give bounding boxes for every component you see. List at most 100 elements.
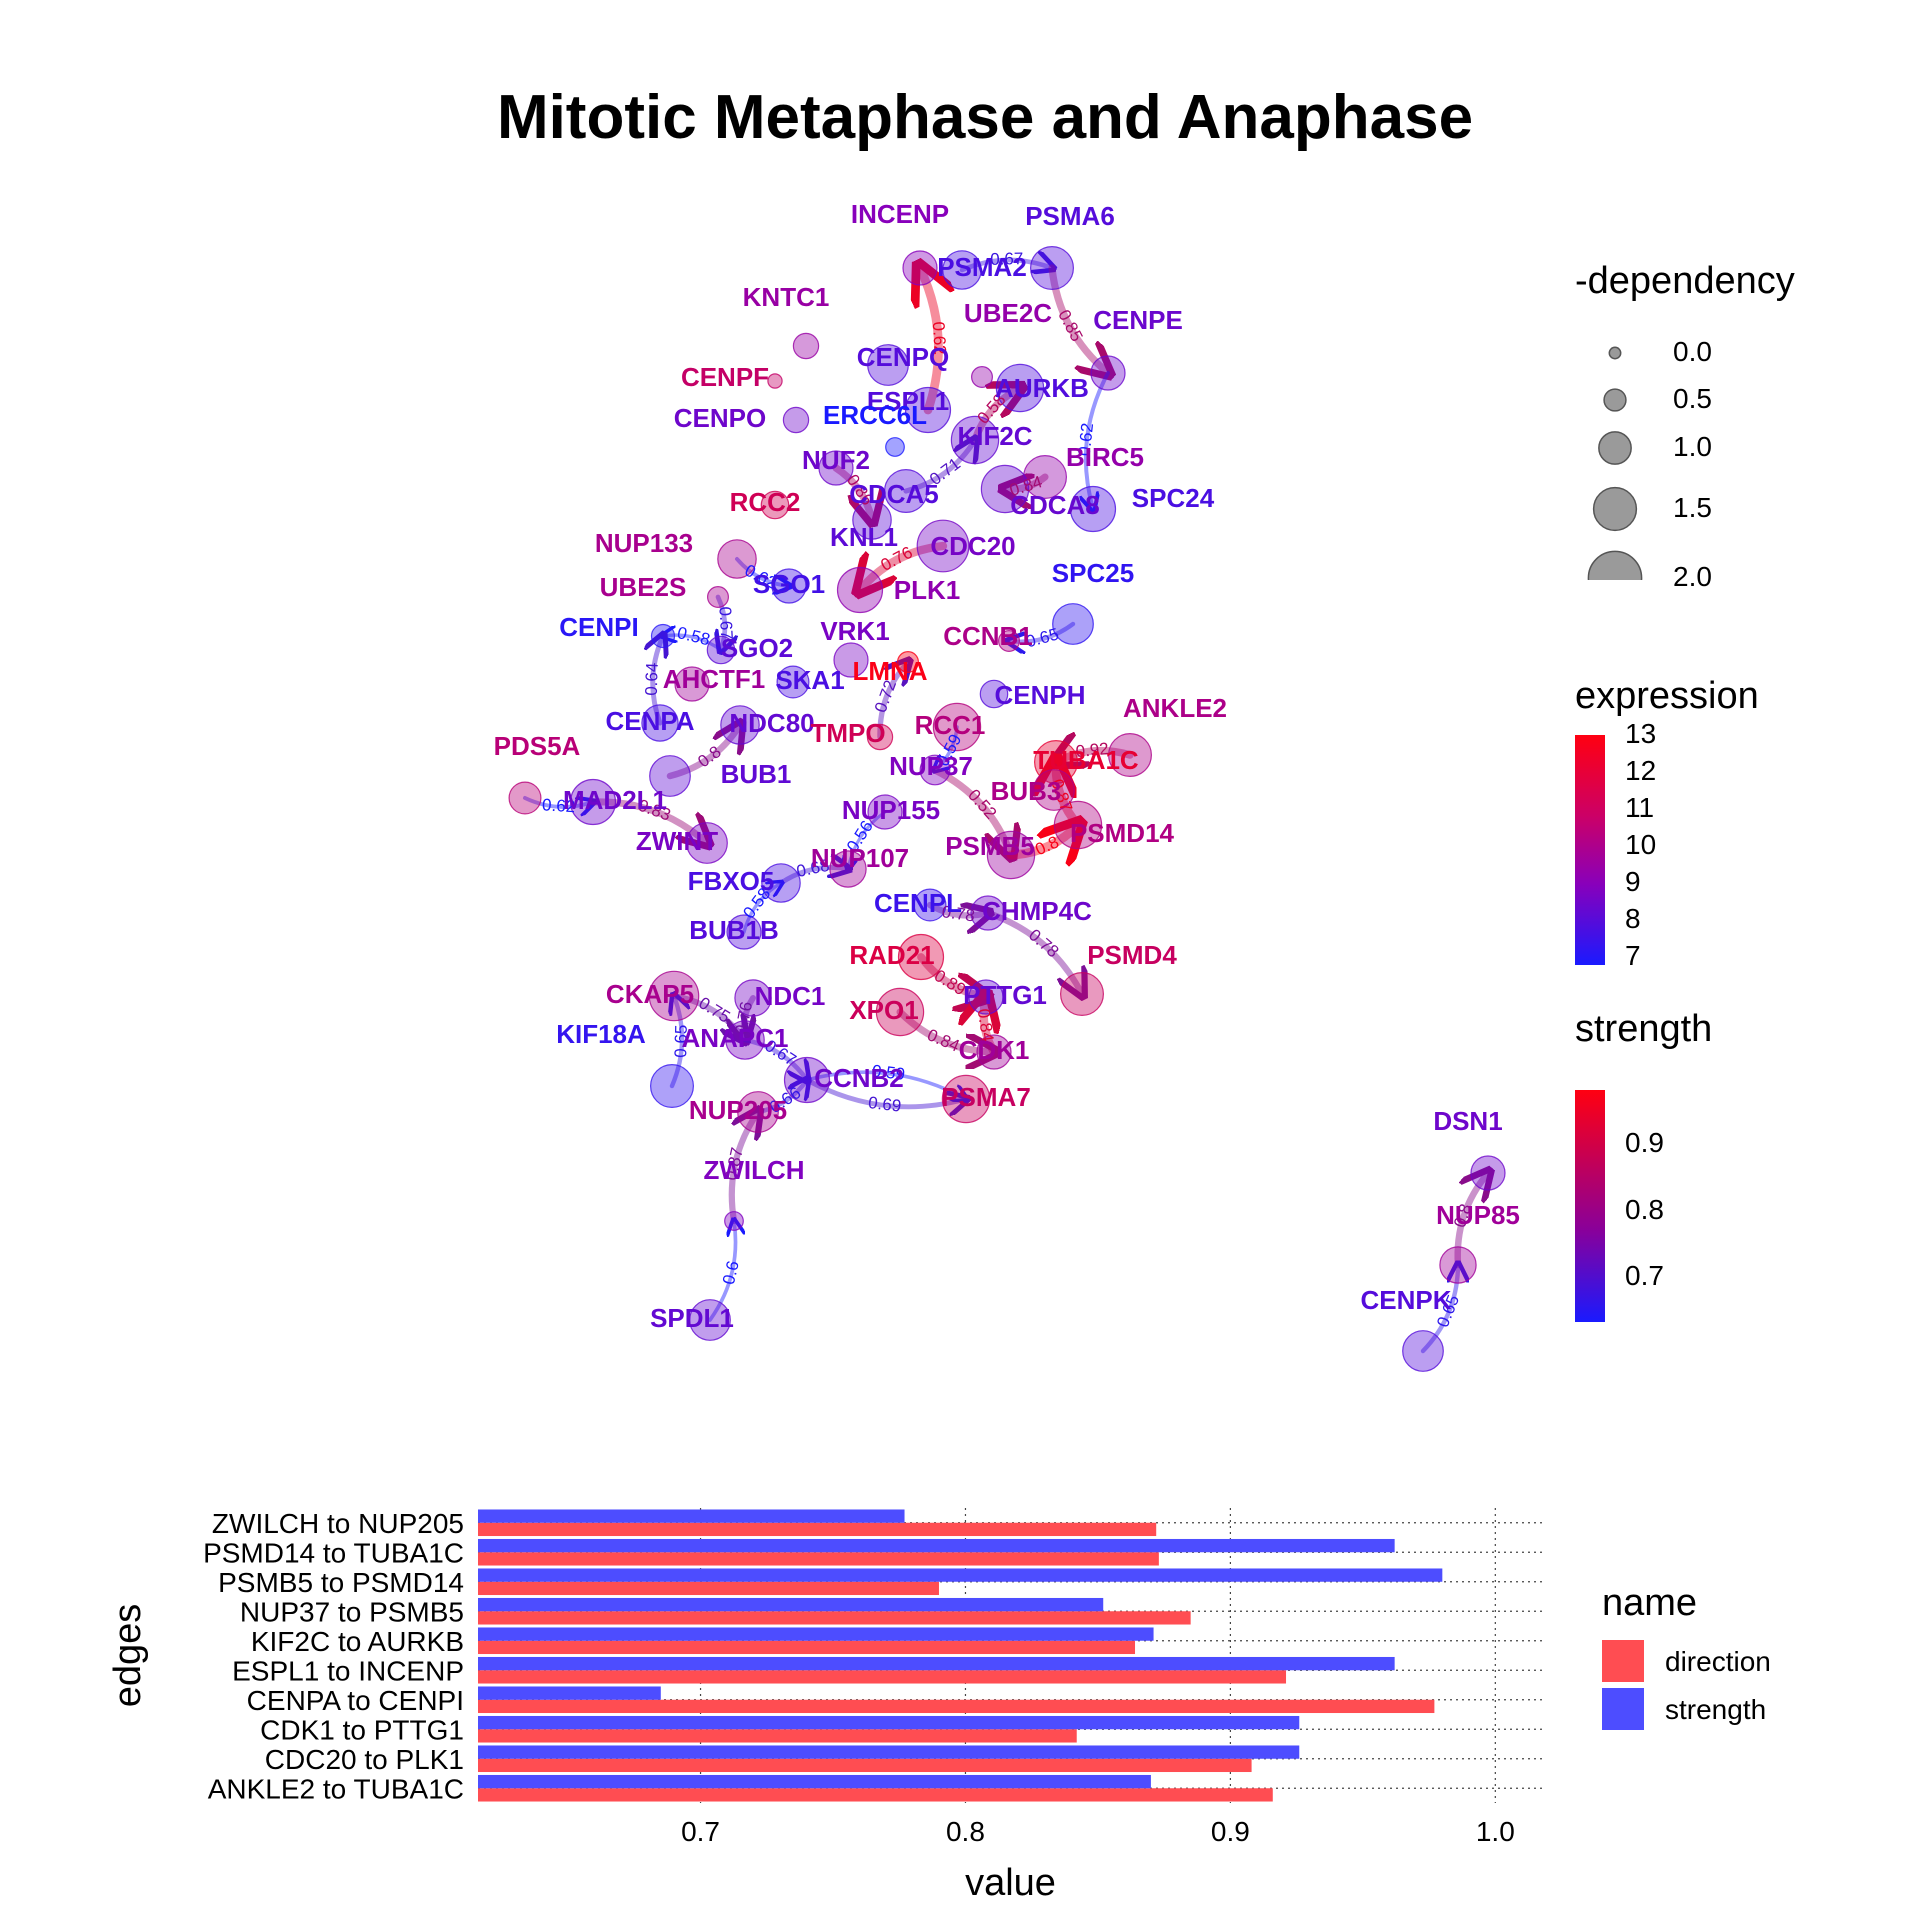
edge-tmpo-lmna [877, 662, 908, 740]
node-label-ankle2: ANKLE2 [1123, 693, 1227, 723]
strength-legend-label: 0.9 [1625, 1127, 1664, 1159]
x-tick-label: 0.9 [1211, 1816, 1250, 1847]
edge-label: 0.59 [871, 1061, 906, 1084]
node-label-anapc1: ANAPC1 [682, 1023, 789, 1053]
y-tick-label: PSMD14 to TUBA1C [203, 1537, 464, 1568]
node-label-cenpl: CENPL [874, 888, 962, 918]
node-label-tmpo: TMPO [810, 718, 885, 748]
node-aurkb [995, 363, 1045, 413]
node-nup107 [829, 850, 867, 888]
expression-tick [1605, 735, 1613, 737]
bar-strength [478, 1568, 1443, 1582]
edge-nuf2-knl1 [832, 464, 872, 520]
legends-panel: -dependency 0.0 0.5 1.0 1.5 2.0 expression 1… [1575, 260, 1905, 1360]
x-tick-label: 0.8 [946, 1816, 985, 1847]
node-mad2l1 [569, 778, 617, 826]
expression-tick [1605, 957, 1613, 959]
node-nuf2 [818, 450, 854, 486]
name-legend-title: name [1602, 1582, 1698, 1624]
edge-label: 0.62 [542, 795, 576, 816]
bar-strength [478, 1597, 1104, 1612]
node-label-cdk1: CDK1 [959, 1035, 1030, 1065]
dependency-legend-label: 1.5 [1673, 492, 1712, 523]
node-label-espl1: ESPL1 [867, 386, 949, 416]
expression-tick [1605, 846, 1613, 848]
y-tick-label: ZWILCH to NUP205 [212, 1508, 464, 1539]
y-axis-label: edges [107, 1604, 149, 1708]
node-label-ahctf1: AHCTF1 [663, 664, 766, 694]
edge-cenpa-cenpi [653, 636, 663, 726]
page-title: Mitotic Metaphase and Anaphase [496, 83, 1474, 152]
bar-strength [478, 1774, 1151, 1789]
node-zwilch [724, 1211, 744, 1231]
node-ahctf1 [674, 666, 710, 702]
strength-legend-key [1602, 1688, 1644, 1730]
edge-chmp4c-psmd4 [984, 909, 1082, 994]
node-cenpk [1402, 1330, 1444, 1372]
node-psma7 [941, 1074, 991, 1124]
node-label-psmd14: PSMD14 [1070, 818, 1175, 848]
strength-legend-label: strength [1665, 1694, 1767, 1725]
edge-psmd14-tuba1c [1056, 762, 1083, 830]
edge-cenpe-spc24 [1086, 371, 1110, 509]
node-anapc1 [725, 1020, 765, 1060]
strength-legend-label: 0.8 [1625, 1193, 1664, 1225]
node-cenpq [867, 344, 909, 386]
node-label-ube2c: UBE2C [964, 298, 1052, 328]
node-bub1b [726, 914, 762, 950]
node-ccnb2 [783, 1056, 831, 1104]
node-ube2s [706, 585, 729, 608]
node-label-xpo1: XPO1 [849, 995, 918, 1025]
bar-strength [478, 1745, 1300, 1759]
node-kif2c [950, 415, 1000, 465]
node-lmna [896, 650, 919, 673]
edge-zwilch-nup205 [728, 1112, 758, 1225]
dependency-legend-dot [1587, 550, 1643, 580]
node-label-cenpi: CENPI [559, 612, 638, 642]
node-chmp4c [970, 895, 1006, 931]
y-tick-label: CENPA to CENPI [247, 1685, 464, 1716]
node-psmd4 [1059, 971, 1104, 1016]
node-label-rcc2: RCC2 [730, 487, 801, 517]
strength-colorbar [1575, 1090, 1605, 1322]
direction-legend-label: direction [1665, 1646, 1771, 1677]
edge-cdca5-kif2c [903, 440, 975, 494]
node-label-pttg1: PTTG1 [963, 980, 1047, 1010]
x-axis-label: value [965, 1862, 1056, 1904]
bar-strength [478, 1627, 1154, 1641]
edge-kif18a-ckap5 [672, 996, 682, 1089]
node-xpo1 [875, 987, 925, 1037]
node-bub3 [1033, 769, 1075, 811]
edge-label: 0.84 [924, 1025, 962, 1055]
dependency-legend-label: 0.0 [1673, 336, 1712, 367]
edge-bub1-ndc80 [666, 725, 740, 780]
bar-direction [478, 1611, 1191, 1625]
y-tick-label: CDK1 to PTTG1 [260, 1714, 464, 1745]
node-label-cdc20: CDC20 [930, 531, 1015, 561]
node-nup133 [717, 539, 757, 579]
expression-legend-label: 8 [1625, 903, 1641, 934]
direction-legend-key [1602, 1640, 1644, 1682]
node-label-nup155: NUP155 [842, 795, 940, 825]
node-ercc6l [885, 437, 905, 457]
node-label-mad2l1: MAD2L1 [563, 785, 667, 815]
node-rad21 [897, 933, 945, 981]
node-label-rad21: RAD21 [849, 940, 934, 970]
node-label-rcc1: RCC1 [915, 710, 986, 740]
expression-tick [1605, 809, 1613, 811]
dependency-legend-label: 1.0 [1673, 431, 1712, 462]
node-ankle2 [1107, 732, 1152, 777]
node-sgo2 [706, 635, 736, 665]
node-cdca8 [980, 464, 1030, 514]
node-label-fbxo5: FBXO5 [688, 866, 775, 896]
node-kntc1 [792, 332, 820, 360]
node-cenpo [782, 406, 810, 434]
node-label-ndc1: NDC1 [755, 981, 826, 1011]
bar-direction [478, 1552, 1159, 1566]
node-ndc80 [720, 705, 760, 745]
node-spc24 [1069, 485, 1117, 533]
node-pds5a [508, 781, 542, 815]
node-nup155 [867, 794, 903, 830]
node-cdc20 [916, 519, 970, 573]
edge-label: 0.64 [642, 662, 662, 696]
